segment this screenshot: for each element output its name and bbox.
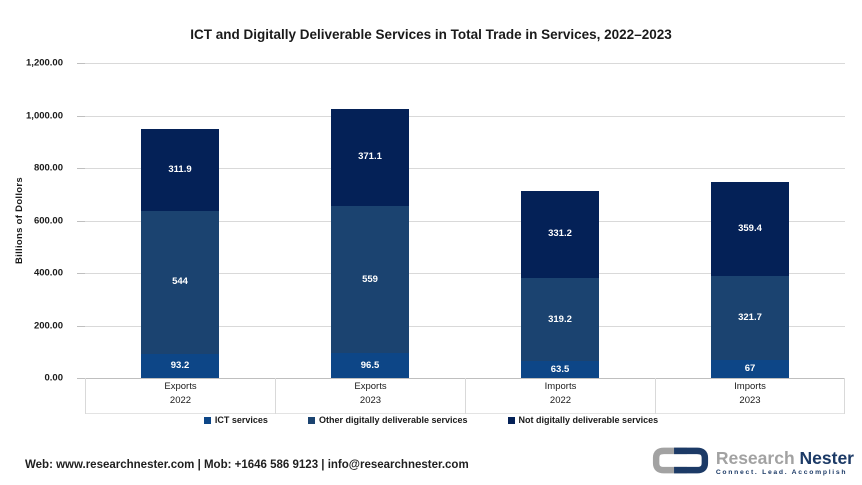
y-axis-tick-label: 800.00 — [33, 162, 63, 174]
bar-segment-value: 96.5 — [360, 359, 380, 371]
y-axis-tick-label: 200.00 — [33, 320, 63, 331]
gridline — [85, 115, 845, 117]
category-year: 2022 — [549, 395, 572, 407]
y-axis-tick-label: 0.00 — [44, 372, 64, 384]
bar-segment: 544 — [141, 210, 219, 354]
category-year: 2022 — [169, 395, 192, 407]
bar-exports-2022: 311.9 544 93.2 — [141, 128, 219, 378]
bar-segment: 93.2 — [141, 353, 219, 378]
bar-segment-value: 359.4 — [738, 223, 762, 235]
y-axis-tick — [77, 325, 85, 327]
bar-segment: 331.2 — [521, 190, 599, 278]
bar-segment: 559 — [331, 205, 409, 353]
logo-name-nester: Nester — [799, 447, 854, 468]
logo-name-research: Research — [715, 447, 795, 468]
bar-segment: 359.4 — [711, 181, 789, 276]
y-axis-tick — [77, 273, 85, 274]
legend-label: Not digitally deliverable services — [518, 415, 659, 425]
bar-segment: 371.1 — [331, 108, 409, 206]
gridline — [85, 273, 845, 274]
y-axis-tick — [77, 220, 85, 222]
bar-exports-2023: 371.1 559 96.5 — [331, 108, 409, 378]
legend-marker — [507, 416, 515, 424]
gridline — [85, 168, 845, 169]
legend-item: ICT services — [203, 415, 268, 425]
chart-title: ICT and Digitally Deliverable Services i… — [190, 27, 672, 42]
legend-item: Not digitally deliverable services — [507, 415, 659, 425]
x-axis-label-exports-2022: Exports 2022 — [85, 378, 275, 414]
y-axis-tick — [77, 115, 85, 117]
x-axis-label-imports-2023: Imports 2023 — [655, 378, 845, 414]
y-axis-tick — [77, 378, 85, 379]
bar-segment: 319.2 — [521, 277, 599, 362]
logo-name: Research Nester — [715, 447, 854, 468]
x-axis-label-imports-2022: Imports 2022 — [465, 378, 655, 414]
bar-segment-value: 321.7 — [738, 312, 762, 324]
chain-link-logo-icon — [652, 446, 709, 480]
bar-segment-value: 331.2 — [548, 228, 572, 240]
category-label: Exports — [164, 381, 197, 392]
bar-imports-2022: 331.2 319.2 63.5 — [521, 190, 599, 378]
y-axis-tick — [77, 168, 85, 169]
y-axis-tick-label: 600.00 — [33, 215, 63, 226]
legend-label: ICT services — [214, 415, 268, 425]
legend-marker — [203, 416, 211, 424]
bar-segment-value: 63.5 — [550, 363, 570, 375]
bar-segment-value: 371.1 — [358, 151, 382, 163]
bar-segment: 321.7 — [711, 275, 789, 361]
bar-segment: 311.9 — [141, 128, 219, 211]
bar-segment-value: 93.2 — [170, 360, 190, 372]
category-year: 2023 — [739, 395, 761, 407]
legend-item: Other digitally deliverable services — [307, 415, 468, 425]
category-label: Imports — [734, 381, 766, 392]
y-axis-tick-label: 1,200.00 — [26, 57, 63, 69]
plot-area: 311.9 544 93.2 371.1 559 96.5 331.2 319.2 63.5 35… — [77, 63, 845, 379]
bar-segment-value: 67 — [744, 363, 756, 375]
gridline — [85, 220, 845, 222]
y-axis-tick-label: 400.00 — [33, 267, 63, 279]
category-label: Imports — [544, 381, 577, 392]
bar-segment-value: 559 — [362, 273, 378, 285]
bar-segment: 96.5 — [331, 352, 409, 378]
logo-tagline: Connect. Lead. Accomplish — [715, 469, 848, 477]
bar-imports-2023: 359.4 321.7 67 — [711, 181, 789, 378]
gridline — [85, 325, 845, 327]
y-axis-tick-labels: 0.00 200.00 400.00 600.00 800.00 1,000.00 1,20… — [0, 58, 76, 384]
bar-segment: 67 — [711, 360, 789, 378]
category-label: Exports — [354, 381, 387, 392]
category-year: 2023 — [359, 395, 382, 407]
footer-contact: Web: www.researchnester.com | Mob: +1646… — [25, 459, 469, 471]
x-axis-label-exports-2023: Exports 2023 — [275, 378, 465, 414]
y-axis-tick-label: 1,000.00 — [26, 110, 63, 121]
legend-label: Other digitally deliverable services — [318, 415, 468, 425]
researchnester-logo: Research Nester Connect. Lead. Accomplis… — [652, 444, 854, 482]
x-axis: Exports 2022 Exports 2023 Imports 2022 Imports… — [85, 378, 845, 414]
bar-segment-value: 311.9 — [168, 164, 192, 176]
bar-segment: 63.5 — [521, 361, 599, 378]
bar-segment-value: 319.2 — [548, 313, 572, 325]
bar-segment-value: 544 — [172, 276, 188, 288]
y-axis-tick — [77, 63, 85, 64]
logo-text: Research Nester Connect. Lead. Accomplis… — [715, 447, 854, 477]
legend: ICT services Other digitally deliverable … — [0, 415, 862, 425]
legend-marker — [307, 416, 315, 424]
gridline — [85, 63, 845, 64]
